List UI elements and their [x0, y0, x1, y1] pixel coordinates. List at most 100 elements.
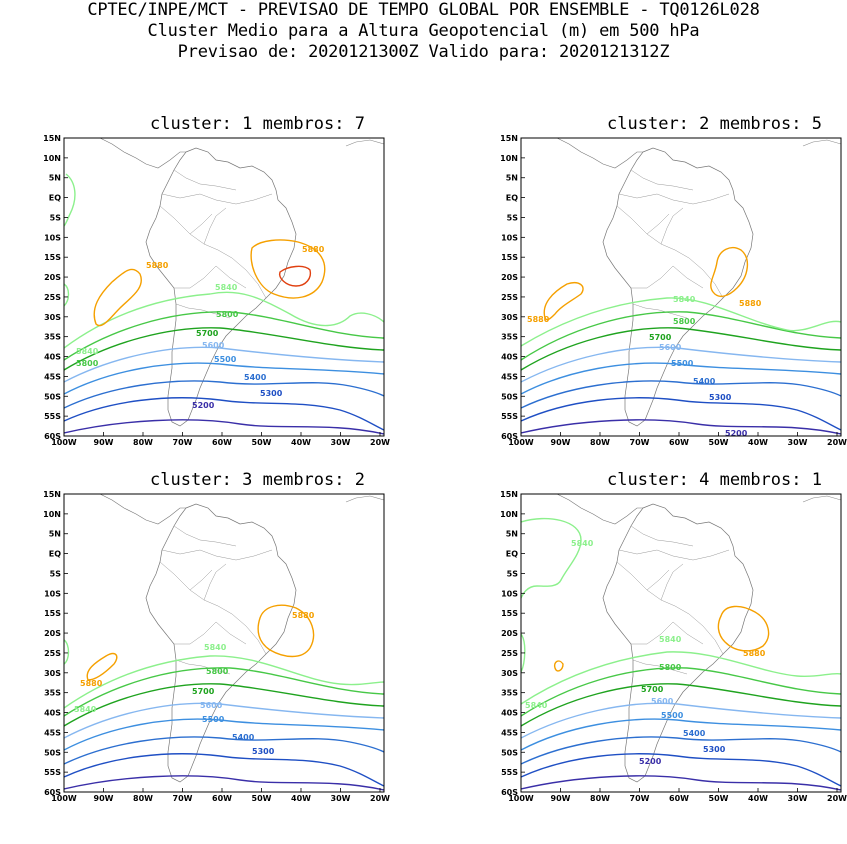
lon-label: 40W — [748, 794, 768, 803]
lat-label: EQ — [506, 194, 518, 203]
lat-label: 5N — [506, 174, 518, 183]
contour-line — [64, 718, 384, 751]
lat-label: EQ — [506, 550, 518, 559]
contour-line — [257, 604, 315, 658]
africa-coast — [345, 495, 384, 503]
lat-label: 20S — [501, 629, 518, 638]
lon-label: 40W — [748, 438, 768, 447]
south-america-coast — [145, 503, 297, 783]
contour-line — [521, 419, 841, 435]
lat-label: 40S — [44, 353, 61, 362]
lat-label: 5S — [50, 569, 62, 578]
contour-line — [521, 775, 841, 791]
figure-header: CPTEC/INPE/MCT - PREVISAO DE TEMPO GLOBA… — [0, 0, 847, 63]
contour-line — [521, 753, 841, 787]
contour-label: 5600 — [651, 697, 674, 706]
contour-line — [64, 397, 384, 431]
contour-label: 5600 — [202, 341, 225, 350]
lat-label: 30S — [501, 669, 518, 678]
lat-label: 50S — [501, 392, 518, 401]
contour-line — [521, 362, 841, 395]
lat-label: 45S — [501, 728, 518, 737]
contour-line — [521, 718, 841, 751]
lon-label: 50W — [252, 794, 272, 803]
lat-label: 15N — [500, 490, 518, 499]
lon-label: 70W — [630, 438, 650, 447]
panel-title: cluster: 2 membros: 5 — [607, 114, 822, 134]
contour-line — [521, 667, 841, 717]
lat-label: 5S — [507, 569, 519, 578]
lon-label: 40W — [291, 438, 311, 447]
lat-label: 55S — [501, 412, 518, 421]
lat-label: 60S — [44, 788, 61, 797]
contour-line — [64, 419, 384, 435]
contour-label: 5400 — [244, 373, 267, 382]
contour-label: 5300 — [709, 393, 732, 402]
lat-label: 10S — [501, 589, 518, 598]
map-panel-4: cluster: 4 membros: 1 5840 5880 5840 5840 58… — [497, 470, 847, 844]
country-border — [632, 659, 688, 675]
lat-label: 35S — [501, 689, 518, 698]
country-border — [174, 621, 217, 645]
panel-title: cluster: 1 membros: 7 — [150, 114, 365, 134]
lat-label: 5S — [507, 213, 519, 222]
lat-label: 10S — [501, 233, 518, 242]
contour-line — [250, 239, 326, 299]
lon-label: 90W — [94, 794, 114, 803]
contour-label: 5200 — [192, 401, 215, 410]
central-america-coast — [556, 138, 643, 169]
country-border — [646, 569, 670, 591]
contour-label: 5840 — [74, 705, 97, 714]
lat-label: 10S — [44, 589, 61, 598]
lat-label: 10N — [500, 154, 518, 163]
lat-label: 5S — [50, 213, 62, 222]
contour-label: 5800 — [673, 317, 696, 326]
contour-line — [521, 651, 841, 705]
lat-label: 55S — [501, 768, 518, 777]
country-border — [215, 621, 247, 645]
panel-title: cluster: 4 membros: 1 — [607, 470, 822, 490]
lat-label: 15N — [43, 134, 61, 143]
lat-label: 10N — [43, 510, 61, 519]
country-border — [618, 549, 730, 561]
lat-label: 15S — [44, 609, 61, 618]
contour-line — [86, 652, 118, 681]
lon-label: 70W — [630, 794, 650, 803]
contour-line — [521, 297, 841, 347]
contour-line — [64, 173, 76, 227]
contour-label: 5700 — [196, 329, 219, 338]
lat-label: 20S — [44, 629, 61, 638]
country-border — [159, 561, 267, 655]
country-border — [631, 265, 674, 289]
contour-label: 5840 — [76, 347, 99, 356]
contour-line — [521, 311, 841, 361]
lat-label: 5N — [506, 530, 518, 539]
contour-line — [64, 667, 384, 717]
country-border — [175, 303, 231, 319]
lat-label: 20S — [501, 273, 518, 282]
lon-label: 100W — [508, 438, 534, 447]
country-border — [174, 265, 217, 289]
lon-label: 70W — [173, 438, 193, 447]
lat-label: 60S — [44, 432, 61, 441]
country-border — [616, 205, 724, 299]
contour-line — [64, 311, 384, 361]
country-border — [632, 303, 688, 319]
contour-line — [521, 397, 841, 431]
lat-label: 55S — [44, 768, 61, 777]
lat-label: 25S — [44, 649, 61, 658]
lat-label: 55S — [44, 412, 61, 421]
lon-label: 60W — [669, 438, 689, 447]
contour-label: 5500 — [214, 355, 237, 364]
map-svg: 5840 5880 5840 5840 5800 5700 5600 5500 5400 5300… — [500, 490, 847, 803]
country-border — [173, 525, 237, 547]
lat-label: EQ — [49, 550, 61, 559]
map-area: 5840 5880 5840 5840 5800 5700 5600 5500 5400 5300… — [521, 494, 841, 792]
lon-label: 80W — [590, 794, 610, 803]
lat-label: 50S — [501, 748, 518, 757]
contour-label: 5400 — [232, 733, 255, 742]
lon-label: 80W — [133, 794, 153, 803]
lat-label: 25S — [44, 293, 61, 302]
